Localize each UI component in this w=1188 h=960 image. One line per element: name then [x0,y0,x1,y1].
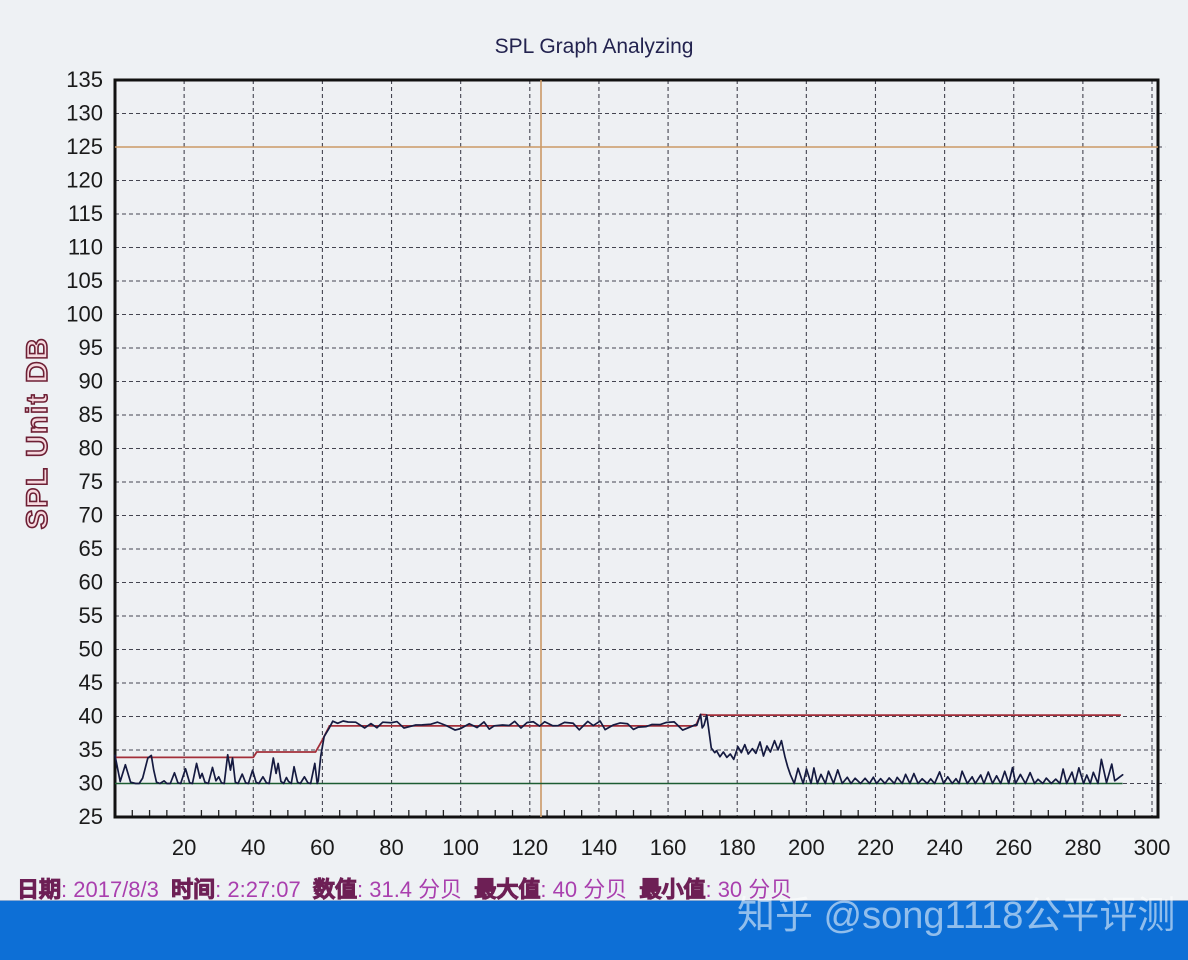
svg-text:300: 300 [1134,835,1171,860]
svg-text:160: 160 [650,835,687,860]
svg-text:105: 105 [66,268,103,293]
svg-text:120: 120 [511,835,548,860]
svg-text:80: 80 [379,835,403,860]
svg-text:80: 80 [79,436,103,461]
svg-text:30: 30 [79,771,103,796]
svg-text:40: 40 [241,835,265,860]
svg-text:20: 20 [172,835,196,860]
svg-text:125: 125 [66,134,103,159]
svg-text:140: 140 [581,835,618,860]
svg-text:100: 100 [66,302,103,327]
svg-text:260: 260 [995,835,1032,860]
svg-text:40: 40 [79,704,103,729]
svg-text:220: 220 [857,835,894,860]
svg-text:45: 45 [79,670,103,695]
svg-text:100: 100 [442,835,479,860]
svg-text:90: 90 [79,369,103,394]
svg-text:75: 75 [79,469,103,494]
svg-text:115: 115 [68,201,103,226]
svg-text:180: 180 [719,835,756,860]
svg-text:85: 85 [79,402,103,427]
svg-text:280: 280 [1065,835,1102,860]
svg-text:65: 65 [79,536,103,561]
svg-text:60: 60 [310,835,334,860]
svg-text:120: 120 [66,168,103,193]
svg-text:25: 25 [79,804,103,829]
svg-text:240: 240 [926,835,963,860]
svg-text:130: 130 [66,101,103,126]
svg-text:60: 60 [79,570,103,595]
svg-text:35: 35 [79,737,103,762]
svg-text:135: 135 [66,67,103,92]
svg-text:50: 50 [79,637,103,662]
svg-text:110: 110 [68,235,103,260]
svg-text:200: 200 [788,835,825,860]
svg-text:95: 95 [79,335,103,360]
svg-text:70: 70 [79,503,103,528]
svg-text:55: 55 [79,603,103,628]
